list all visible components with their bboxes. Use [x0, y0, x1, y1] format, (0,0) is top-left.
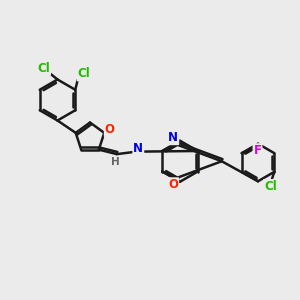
Text: Cl: Cl — [78, 68, 90, 80]
Text: F: F — [254, 144, 262, 157]
Text: H: H — [111, 157, 120, 167]
Text: O: O — [168, 178, 178, 191]
Text: N: N — [133, 142, 143, 155]
Text: Cl: Cl — [38, 62, 50, 75]
Text: Cl: Cl — [264, 180, 277, 193]
Text: N: N — [168, 131, 178, 144]
Text: O: O — [105, 123, 115, 136]
